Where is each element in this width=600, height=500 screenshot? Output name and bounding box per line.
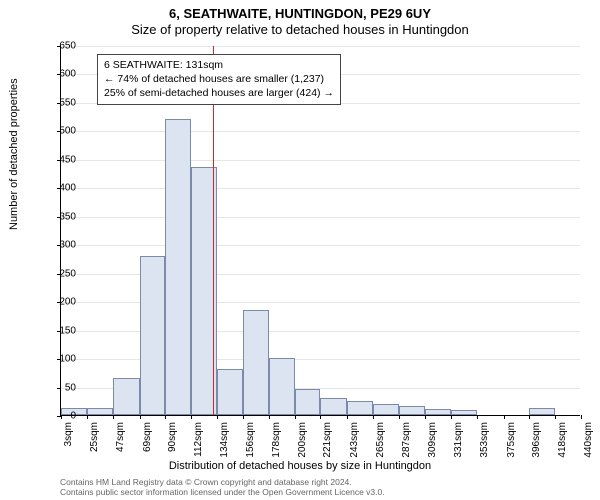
- x-tick-mark: [373, 415, 374, 419]
- y-tick-label: 550: [46, 97, 76, 108]
- x-tick-mark: [191, 415, 192, 419]
- x-tick-label: 418sqm: [557, 422, 568, 458]
- histogram-bar: [451, 410, 477, 415]
- grid-line: [61, 217, 580, 218]
- annotation-box: 6 SEATHWAITE: 131sqm← 74% of detached ho…: [97, 54, 341, 105]
- y-tick-label: 0: [46, 411, 76, 422]
- y-tick-label: 250: [46, 268, 76, 279]
- histogram-bar: [140, 256, 165, 415]
- y-tick-label: 150: [46, 325, 76, 336]
- y-tick-label: 50: [46, 382, 76, 393]
- x-tick-mark: [87, 415, 88, 419]
- histogram-bar: [113, 378, 139, 415]
- x-tick-label: 90sqm: [167, 422, 178, 452]
- x-tick-mark: [425, 415, 426, 419]
- x-tick-mark: [165, 415, 166, 419]
- x-tick-mark: [217, 415, 218, 419]
- x-tick-mark: [113, 415, 114, 419]
- x-tick-label: 69sqm: [142, 422, 153, 452]
- x-tick-mark: [399, 415, 400, 419]
- y-tick-label: 350: [46, 211, 76, 222]
- x-tick-mark: [320, 415, 321, 419]
- x-axis-label: Distribution of detached houses by size …: [0, 460, 600, 472]
- x-tick-label: 375sqm: [506, 422, 517, 458]
- histogram-bar: [217, 369, 243, 415]
- histogram-bar: [347, 401, 373, 415]
- histogram-bar: [399, 406, 425, 415]
- x-tick-mark: [140, 415, 141, 419]
- x-tick-label: 265sqm: [375, 422, 386, 458]
- x-tick-label: 200sqm: [297, 422, 308, 458]
- x-tick-mark: [243, 415, 244, 419]
- title-line1: 6, SEATHWAITE, HUNTINGDON, PE29 6UY: [0, 6, 600, 22]
- chart-plot-area: 6 SEATHWAITE: 131sqm← 74% of detached ho…: [60, 46, 580, 416]
- y-tick-label: 300: [46, 240, 76, 251]
- title-line2: Size of property relative to detached ho…: [0, 22, 600, 38]
- y-tick-label: 500: [46, 126, 76, 137]
- histogram-bar: [165, 119, 191, 415]
- histogram-bar: [320, 398, 346, 415]
- x-tick-label: 112sqm: [193, 422, 204, 457]
- x-tick-mark: [504, 415, 505, 419]
- grid-line: [61, 131, 580, 132]
- y-tick-label: 400: [46, 183, 76, 194]
- annotation-line3: 25% of semi-detached houses are larger (…: [104, 86, 334, 100]
- histogram-bar: [243, 310, 269, 415]
- x-tick-label: 287sqm: [401, 422, 412, 458]
- x-tick-label: 331sqm: [453, 422, 464, 458]
- x-tick-label: 353sqm: [479, 422, 490, 458]
- grid-line: [61, 188, 580, 189]
- x-tick-mark: [295, 415, 296, 419]
- histogram-bar: [87, 408, 113, 415]
- x-tick-mark: [581, 415, 582, 419]
- x-tick-label: 396sqm: [531, 422, 542, 458]
- y-axis-label: Number of detached properties: [8, 78, 20, 230]
- footer-line1: Contains HM Land Registry data © Crown c…: [60, 477, 580, 487]
- y-tick-label: 600: [46, 69, 76, 80]
- y-tick-label: 450: [46, 154, 76, 165]
- y-tick-label: 650: [46, 41, 76, 52]
- footer-line2: Contains public sector information licen…: [60, 487, 580, 497]
- x-tick-label: 3sqm: [63, 422, 74, 446]
- grid-line: [61, 160, 580, 161]
- grid-line: [61, 46, 580, 47]
- y-tick-label: 200: [46, 297, 76, 308]
- chart-title-block: 6, SEATHWAITE, HUNTINGDON, PE29 6UY Size…: [0, 0, 600, 39]
- annotation-line2: ← 74% of detached houses are smaller (1,…: [104, 72, 334, 86]
- y-tick-label: 100: [46, 354, 76, 365]
- x-tick-label: 156sqm: [245, 422, 256, 458]
- x-tick-mark: [269, 415, 270, 419]
- x-tick-label: 25sqm: [89, 422, 100, 452]
- x-tick-mark: [529, 415, 530, 419]
- grid-line: [61, 245, 580, 246]
- histogram-bar: [373, 404, 399, 415]
- x-tick-label: 134sqm: [219, 422, 230, 458]
- histogram-bar: [529, 408, 555, 415]
- x-tick-mark: [477, 415, 478, 419]
- histogram-bar: [295, 389, 320, 415]
- x-tick-label: 221sqm: [322, 422, 333, 458]
- x-tick-label: 243sqm: [349, 422, 360, 458]
- x-tick-label: 47sqm: [115, 422, 126, 452]
- x-tick-mark: [555, 415, 556, 419]
- x-tick-mark: [451, 415, 452, 419]
- x-tick-label: 178sqm: [271, 422, 282, 458]
- x-tick-label: 309sqm: [427, 422, 438, 458]
- histogram-bar: [425, 409, 451, 415]
- annotation-line1: 6 SEATHWAITE: 131sqm: [104, 58, 334, 72]
- x-tick-label: 440sqm: [583, 422, 594, 458]
- x-tick-mark: [347, 415, 348, 419]
- histogram-bar: [269, 358, 295, 415]
- footer-attribution: Contains HM Land Registry data © Crown c…: [60, 477, 580, 497]
